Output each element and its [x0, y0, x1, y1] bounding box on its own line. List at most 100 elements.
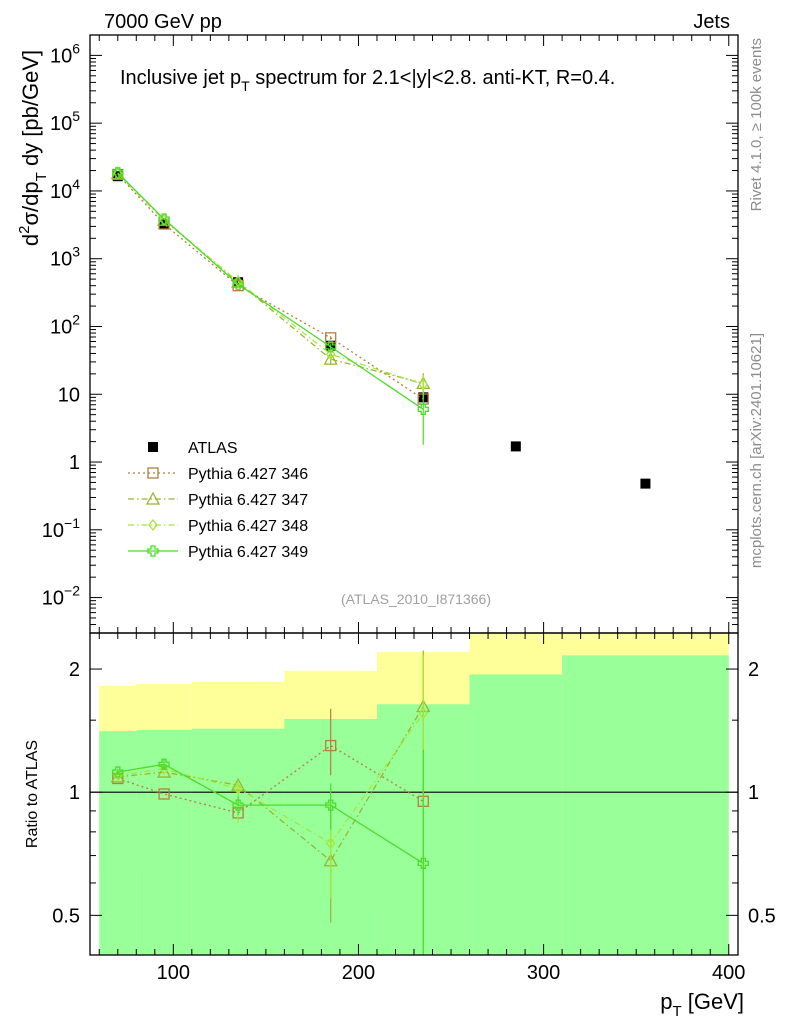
- xlabel-a: p: [660, 989, 672, 1014]
- main-point-3-2: [233, 275, 243, 288]
- uncertainty-band-inner-2: [191, 728, 285, 955]
- ratio-y-tick-label-l-2: 2: [69, 659, 80, 681]
- main-ylabel-sub: T: [33, 172, 50, 181]
- legend-label-4: Pythia 6.427 349: [188, 544, 308, 561]
- header-right: Jets: [693, 11, 730, 33]
- ratio-y-tick-label-r-1: 1: [748, 782, 759, 804]
- legend-entry-1: Pythia 6.427 346: [128, 466, 308, 483]
- main-point-3-1: [159, 213, 169, 226]
- main-y-tick-label-7: 10−1: [42, 515, 80, 542]
- ratio-point-2-4: [418, 707, 429, 720]
- ratio-point-3-4: [417, 857, 429, 870]
- main-ylabel-c: dy [pb/GeV]: [18, 50, 43, 172]
- main-plot-area: [110, 166, 651, 489]
- main-point-3-4: [418, 378, 429, 391]
- main-point-1-3: [325, 332, 337, 344]
- legend-entry-4: Pythia 6.427 349: [128, 544, 308, 561]
- ratio-point-2-3: [325, 837, 336, 850]
- main-y-tick-base-8: 10: [42, 588, 64, 610]
- main-y-tick-label-8: 10−2: [42, 583, 80, 610]
- ratio-plot-area: [90, 633, 738, 955]
- legend-marker-0: [148, 442, 158, 452]
- legend-marker-4: [147, 545, 159, 557]
- main-y-tick-base-6: 1: [69, 452, 80, 474]
- ratio-y-tick-label-l-1: 1: [69, 782, 80, 804]
- ratio-point-0-1: [158, 788, 170, 800]
- ratio-series-3: [112, 749, 429, 955]
- x-axis-label: pT [GeV]: [660, 989, 744, 1020]
- main-series-line-4: [117, 172, 424, 410]
- main-y-tick-exp-3: 3: [72, 244, 80, 260]
- x-tick-label-300: 300: [527, 962, 560, 984]
- ratio-point-3-1: [158, 758, 170, 770]
- main-series-3: [112, 167, 429, 398]
- main-point-4-4: [417, 403, 429, 415]
- chart-title-a: Inclusive jet p: [120, 67, 241, 89]
- main-y-tick-exp-7: −1: [64, 515, 80, 531]
- main-point-3-3: [325, 348, 336, 361]
- ratio-y-tick-label-r-2: 2: [748, 659, 759, 681]
- chart-title-sub: T: [241, 78, 250, 94]
- main-y-tick-label-3: 103: [50, 244, 80, 271]
- legend-marker-1: [147, 467, 159, 479]
- main-series-1: [112, 168, 429, 405]
- ratio-point-3-3: [325, 799, 337, 811]
- xlabel-b: [GeV]: [682, 989, 744, 1014]
- main-y-tick-base-3: 10: [50, 249, 72, 271]
- main-y-tick-label-6: 1: [69, 452, 80, 474]
- main-ylabel-b: σ/dp: [18, 181, 43, 225]
- legend-label-1: Pythia 6.427 346: [188, 466, 308, 483]
- uncertainty-band-inner-6: [562, 655, 729, 955]
- header-left: 7000 GeV pp: [104, 11, 222, 33]
- main-point-4-0: [112, 167, 124, 179]
- x-tick-label-100: 100: [157, 962, 190, 984]
- mcplots-label: mcplots.cern.ch [arXiv:2401.10621]: [748, 333, 765, 568]
- xlabel-sub: T: [672, 1003, 681, 1020]
- main-point-4-2: [232, 278, 244, 290]
- uncertainty-band-inner-0: [99, 731, 137, 955]
- ratio-point-3-2: [232, 799, 244, 811]
- legend-label-0: ATLAS: [188, 440, 238, 457]
- main-point-4-1: [158, 213, 170, 225]
- analysis-watermark: (ATLAS_2010_I871366): [341, 591, 491, 607]
- ratio-y-tick-label-r-0: 0.5: [748, 905, 776, 927]
- main-y-tick-label-4: 102: [50, 311, 80, 338]
- ratio-point-0-3: [325, 739, 337, 752]
- main-y-tick-exp-1: 5: [72, 108, 80, 124]
- uncertainty-band-inner-5: [469, 674, 563, 955]
- chart-title: Inclusive jet pT spectrum for 2.1<|y|<2.…: [120, 67, 615, 94]
- x-tick-label-200: 200: [342, 962, 375, 984]
- main-y-tick-base-4: 10: [50, 316, 72, 338]
- main-y-tick-base-5: 10: [58, 384, 80, 406]
- main-point-0-5: [510, 441, 521, 452]
- legend-entry-3: Pythia 6.427 348: [128, 518, 308, 535]
- ratio-y-tick-label-l-0: 0.5: [52, 905, 80, 927]
- main-point-0-0: [112, 171, 123, 182]
- ratio-point-2-2: [233, 782, 243, 795]
- main-y-tick-exp-4: 2: [72, 311, 80, 327]
- ratio-point-2-1: [159, 762, 169, 775]
- legend-entry-0: ATLAS: [148, 440, 238, 457]
- main-series-4: [112, 167, 429, 445]
- legend-label-3: Pythia 6.427 348: [188, 518, 308, 535]
- x-tick-label-400: 400: [712, 962, 745, 984]
- main-y-tick-base-0: 10: [50, 45, 72, 67]
- main-point-0-6: [640, 478, 651, 489]
- main-y-tick-base-1: 10: [50, 113, 72, 135]
- main-y-tick-base-2: 10: [50, 181, 72, 203]
- ratio-y-axis-label: Ratio to ATLAS: [24, 740, 41, 848]
- chart-title-b: spectrum for 2.1<|y|<2.8. anti-KT, R=0.4…: [250, 67, 616, 89]
- legend-label-2: Pythia 6.427 347: [188, 492, 308, 509]
- main-y-tick-label-2: 104: [50, 176, 80, 203]
- main-series-line-3: [117, 172, 424, 385]
- main-y-tick-label-5: 10: [58, 384, 80, 406]
- main-y-tick-exp-0: 6: [72, 40, 80, 56]
- main-y-tick-label-0: 106: [50, 40, 80, 67]
- legend-entry-2: Pythia 6.427 347: [128, 491, 308, 509]
- main-series-line-1: [117, 174, 424, 400]
- legend: ATLAS Pythia 6.427 346 Pythia 6.427 347 Pyt…: [128, 440, 308, 561]
- ratio-point-3-0: [112, 766, 124, 778]
- main-point-4-3: [325, 341, 337, 353]
- main-ylabel-a: d: [18, 234, 43, 246]
- main-y-tick-exp-8: −2: [64, 583, 80, 599]
